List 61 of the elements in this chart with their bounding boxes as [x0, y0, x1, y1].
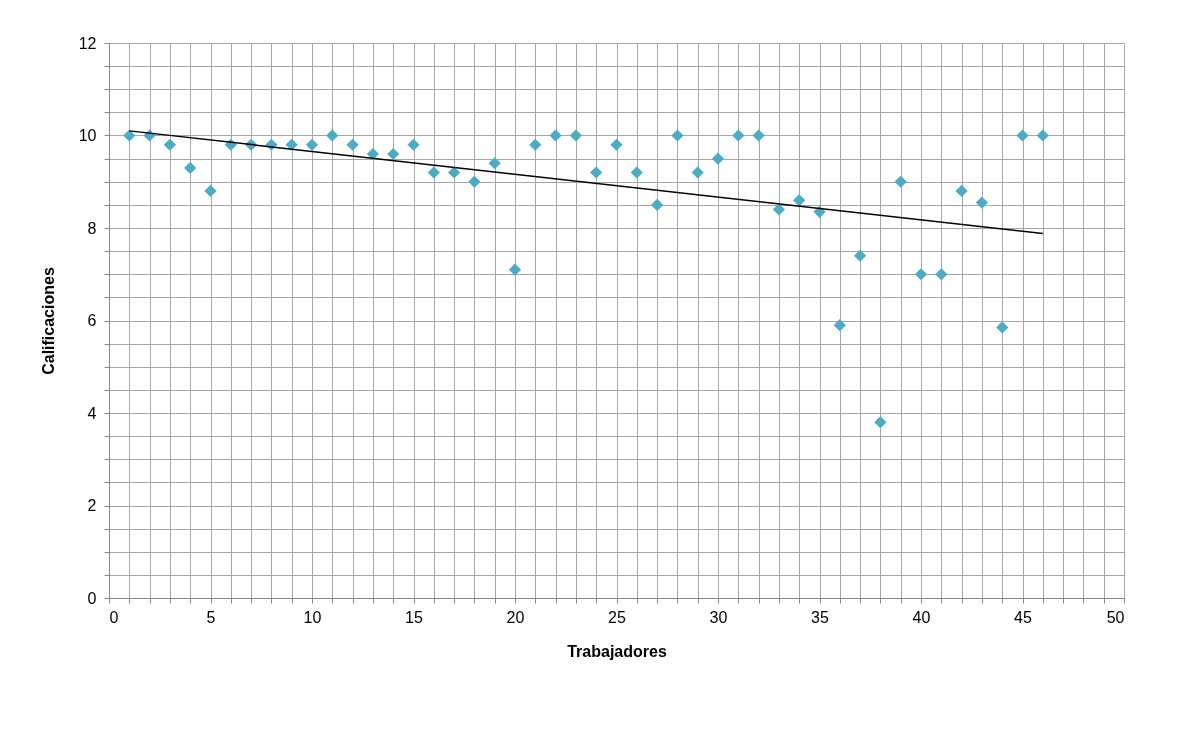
- point: [853, 249, 867, 262]
- point: [184, 161, 197, 174]
- point: [529, 138, 542, 151]
- point: [1036, 129, 1049, 142]
- point: [508, 263, 522, 276]
- point: [630, 166, 643, 179]
- x-tick-label: 40: [912, 608, 931, 626]
- point: [427, 166, 440, 179]
- point: [793, 194, 806, 207]
- point: [935, 268, 948, 281]
- x-tick-label: 15: [405, 608, 423, 626]
- point: [732, 129, 745, 142]
- point: [123, 129, 136, 142]
- point: [590, 166, 603, 179]
- point: [549, 129, 562, 142]
- x-tick-label: 0: [109, 608, 119, 626]
- point: [711, 152, 725, 165]
- x-tick-label: 25: [608, 608, 626, 626]
- point: [326, 129, 339, 142]
- point: [488, 157, 501, 170]
- y-tick-label: 0: [87, 589, 97, 607]
- point: [914, 268, 928, 281]
- point: [387, 147, 400, 161]
- point: [468, 175, 481, 188]
- y-tick-label: 8: [87, 219, 97, 237]
- point: [569, 129, 583, 142]
- point: [366, 147, 380, 161]
- point: [874, 416, 887, 429]
- point: [610, 138, 623, 151]
- y-axis-title: Calificaciones: [39, 267, 57, 375]
- point: [346, 138, 359, 151]
- point: [204, 184, 217, 198]
- point: [996, 321, 1009, 334]
- point: [285, 138, 298, 151]
- point: [447, 166, 461, 179]
- point: [894, 175, 907, 188]
- y-tick-label: 12: [78, 34, 97, 52]
- point: [407, 138, 420, 151]
- y-tick-label: 10: [78, 127, 97, 144]
- point: [833, 319, 846, 332]
- point: [305, 138, 319, 151]
- x-tick-label: 45: [1014, 608, 1032, 626]
- point: [650, 198, 664, 211]
- point: [691, 166, 704, 179]
- point: [752, 129, 765, 142]
- x-tick-label: 35: [811, 608, 829, 626]
- x-tick-label: 50: [1106, 608, 1125, 626]
- point: [163, 138, 177, 151]
- x-tick-label: 5: [206, 608, 216, 626]
- x-tick-label: 10: [303, 608, 322, 626]
- x-axis-title: Trabajadores: [567, 642, 667, 660]
- point: [1016, 129, 1029, 142]
- point: [955, 184, 968, 198]
- point: [772, 203, 786, 216]
- point: [975, 196, 989, 209]
- y-tick-label: 6: [87, 312, 97, 329]
- y-tick-label: 2: [87, 497, 97, 514]
- x-tick-label: 30: [709, 608, 728, 626]
- point: [671, 129, 684, 142]
- x-tick-label: 20: [506, 608, 525, 626]
- y-tick-label: 4: [87, 404, 97, 422]
